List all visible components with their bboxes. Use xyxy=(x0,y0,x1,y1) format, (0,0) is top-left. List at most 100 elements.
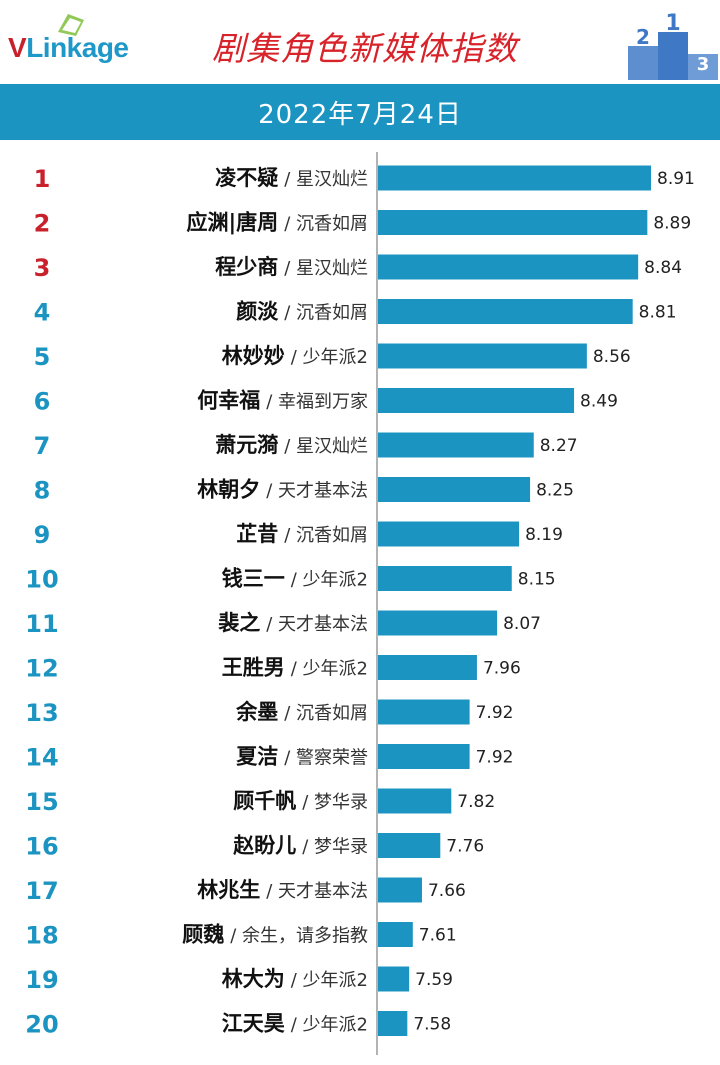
character-name: 顾千帆 xyxy=(233,789,296,813)
row-label: 王胜男 / 少年派2 xyxy=(222,656,368,680)
character-name: 林朝夕 xyxy=(197,478,260,502)
bar xyxy=(378,877,422,903)
character-name: 颜淡 xyxy=(236,300,279,324)
character-name: 夏洁 xyxy=(236,745,278,769)
rank-number: 2 xyxy=(34,210,51,238)
value-label: 7.61 xyxy=(419,926,457,946)
show-name: / 少年派2 xyxy=(291,570,368,591)
character-name: 应渊|唐周 xyxy=(187,211,279,236)
rank-number: 10 xyxy=(25,566,58,594)
podium-label-3: 3 xyxy=(697,54,710,75)
character-name: 萧元漪 xyxy=(215,433,278,457)
rank-number: 6 xyxy=(34,388,51,416)
value-label: 7.96 xyxy=(483,659,521,679)
value-label: 8.25 xyxy=(536,481,574,501)
bar xyxy=(378,477,531,502)
row-label: 何幸福 / 幸福到万家 xyxy=(197,389,368,413)
show-name: / 梦华录 xyxy=(302,837,368,858)
character-name: 王胜男 xyxy=(222,656,285,680)
podium-label-1: 1 xyxy=(665,11,680,36)
rank-number: 16 xyxy=(25,833,58,861)
character-name: 裴之 xyxy=(218,611,260,635)
value-label: 8.49 xyxy=(580,392,618,412)
bar xyxy=(378,343,587,369)
value-label: 8.89 xyxy=(653,214,691,234)
show-name: / 星汉灿烂 xyxy=(284,169,368,190)
rank-number: 4 xyxy=(34,299,51,327)
value-label: 8.15 xyxy=(518,570,556,590)
value-label: 8.84 xyxy=(644,258,682,278)
row-label: 颜淡 / 沉香如屑 xyxy=(236,300,368,324)
podium-label-2: 2 xyxy=(636,25,650,49)
bar xyxy=(378,388,575,413)
rank-number: 12 xyxy=(25,655,58,683)
row-label: 裴之 / 天才基本法 xyxy=(218,611,368,635)
row-label: 赵盼儿 / 梦华录 xyxy=(232,834,368,858)
show-name: / 沉香如屑 xyxy=(284,303,368,324)
show-name: / 沉香如屑 xyxy=(284,703,368,724)
value-label: 7.82 xyxy=(457,792,495,812)
rank-number: 19 xyxy=(25,966,58,994)
rank-number: 14 xyxy=(25,744,58,772)
show-name: / 沉香如屑 xyxy=(284,525,368,546)
rank-number: 5 xyxy=(34,343,51,371)
value-label: 7.92 xyxy=(476,703,514,723)
show-name: / 星汉灿烂 xyxy=(284,436,368,457)
value-label: 7.59 xyxy=(415,970,453,990)
value-label: 7.76 xyxy=(446,837,484,857)
row-label: 余墨 / 沉香如屑 xyxy=(235,700,368,724)
logo-letter-v: V xyxy=(8,32,27,63)
logo-text: VLinkage xyxy=(8,32,129,64)
show-name: / 天才基本法 xyxy=(266,614,368,635)
show-name: / 警察荣誉 xyxy=(284,748,368,769)
value-label: 8.19 xyxy=(525,525,563,545)
show-name: / 沉香如屑 xyxy=(284,214,368,235)
chart-rows: 1 凌不疑 / 星汉灿烂 8.912 应渊|唐周 / 沉香如屑 8.893 程少商 / 星汉灿烂… xyxy=(25,165,695,1039)
bar xyxy=(378,833,441,858)
bar xyxy=(378,299,633,324)
value-label: 8.91 xyxy=(657,169,695,189)
date-label: 2022年7月24日 xyxy=(258,99,462,130)
rank-number: 3 xyxy=(34,254,51,282)
rank-number: 7 xyxy=(34,432,51,460)
character-name: 程少商 xyxy=(215,255,278,279)
show-name: / 余生，请多指教 xyxy=(230,926,368,947)
character-name: 江天昊 xyxy=(222,1012,285,1036)
rank-number: 17 xyxy=(25,877,58,905)
header: VLinkage 剧集角色新媒体指数 2 1 3 xyxy=(0,0,720,84)
row-label: 顾千帆 / 梦华录 xyxy=(233,789,368,813)
row-label: 钱三一 / 少年派2 xyxy=(222,567,368,591)
rank-number: 8 xyxy=(34,477,51,505)
show-name: / 少年派2 xyxy=(291,1015,368,1036)
character-name: 何幸福 xyxy=(197,389,260,413)
rank-number: 1 xyxy=(34,165,51,193)
value-label: 7.58 xyxy=(413,1015,451,1035)
show-name: / 少年派2 xyxy=(291,970,368,991)
bar xyxy=(378,432,534,458)
character-name: 钱三一 xyxy=(222,567,285,591)
rank-number: 9 xyxy=(34,521,51,549)
character-name: 余墨 xyxy=(235,700,278,724)
bar xyxy=(378,1011,408,1036)
rank-number: 11 xyxy=(25,610,58,638)
show-name: / 少年派2 xyxy=(291,659,368,680)
row-label: 林朝夕 / 天才基本法 xyxy=(197,478,368,502)
bar xyxy=(378,610,498,636)
row-label: 林妙妙 / 少年派2 xyxy=(222,344,368,368)
value-label: 7.92 xyxy=(476,748,514,768)
row-label: 夏洁 / 警察荣誉 xyxy=(236,745,368,769)
vlinkage-logo: VLinkage xyxy=(8,8,168,72)
value-label: 8.07 xyxy=(503,614,541,634)
row-label: 顾魏 / 余生，请多指教 xyxy=(182,923,368,947)
value-label: 8.81 xyxy=(639,303,677,323)
logo-mark-icon xyxy=(58,14,84,36)
value-label: 7.66 xyxy=(428,881,466,901)
page-title: 剧集角色新媒体指数 xyxy=(212,29,518,68)
show-name: / 星汉灿烂 xyxy=(284,258,368,279)
show-name: / 幸福到万家 xyxy=(266,392,368,413)
bar xyxy=(378,744,470,769)
character-name: 芷昔 xyxy=(236,522,278,546)
bar xyxy=(378,165,651,191)
row-label: 应渊|唐周 / 沉香如屑 xyxy=(187,211,368,236)
bar xyxy=(378,521,520,547)
